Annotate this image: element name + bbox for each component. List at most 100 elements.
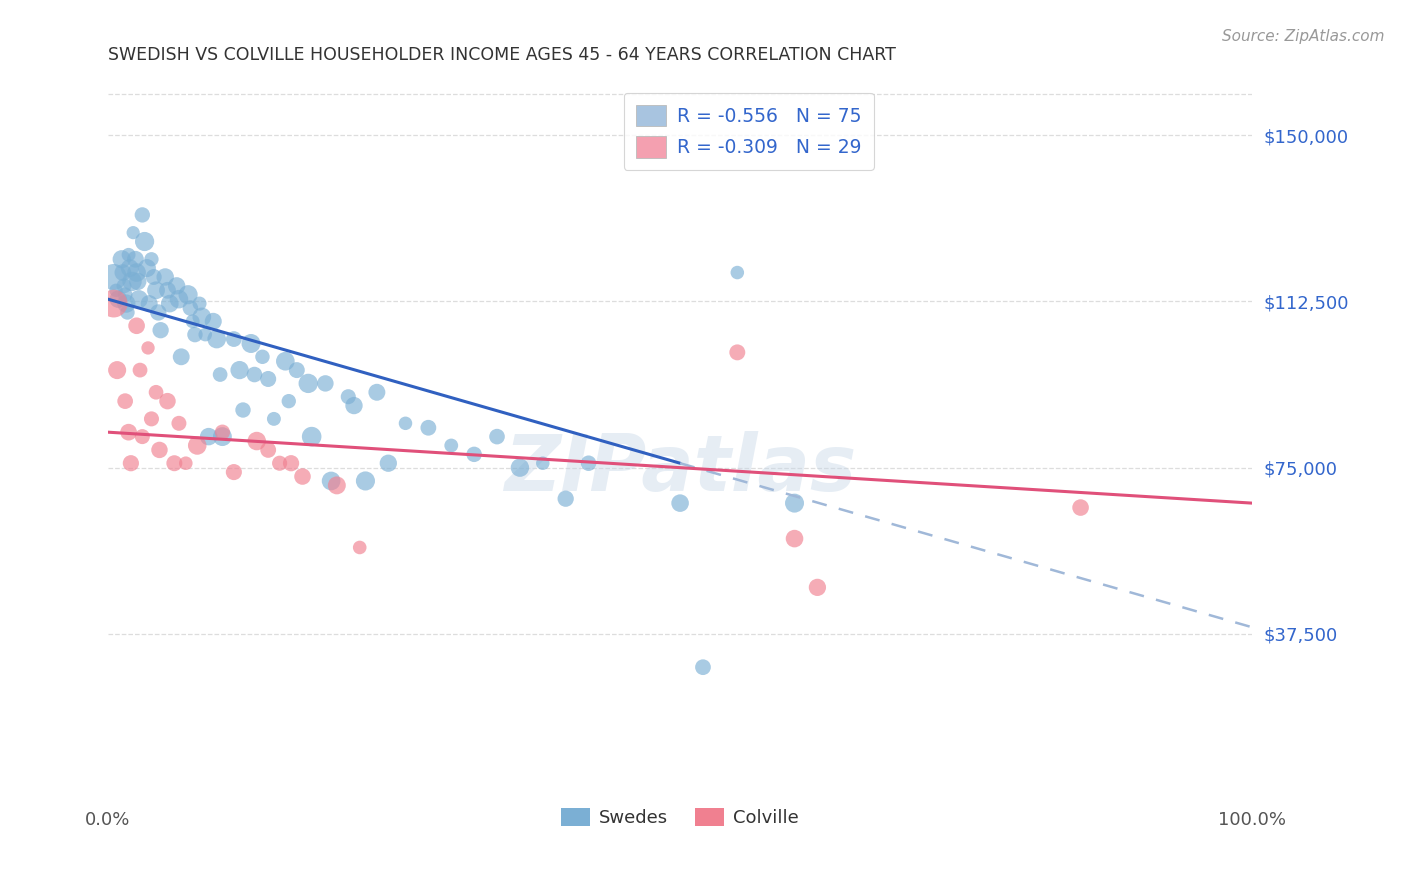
Point xyxy=(166,278,188,293)
Point xyxy=(222,332,245,346)
Point xyxy=(319,474,342,488)
Point xyxy=(170,350,193,364)
Point xyxy=(669,496,692,510)
Point xyxy=(486,429,509,443)
Point xyxy=(191,310,214,324)
Point xyxy=(121,274,143,288)
Point xyxy=(129,363,152,377)
Point xyxy=(692,660,714,674)
Point xyxy=(120,456,142,470)
Point xyxy=(194,327,217,342)
Point xyxy=(105,283,128,297)
Point xyxy=(184,327,207,342)
Text: ZIPatlas: ZIPatlas xyxy=(503,431,856,507)
Point xyxy=(209,368,232,382)
Point xyxy=(111,252,134,267)
Point xyxy=(366,385,388,400)
Point xyxy=(124,252,146,267)
Point xyxy=(131,208,153,222)
Point xyxy=(197,429,219,443)
Point xyxy=(103,296,125,310)
Point xyxy=(252,350,274,364)
Point xyxy=(232,403,254,417)
Point xyxy=(145,385,167,400)
Point xyxy=(127,274,149,288)
Point xyxy=(463,447,485,461)
Point xyxy=(148,442,170,457)
Point xyxy=(222,465,245,479)
Point xyxy=(115,296,138,310)
Point xyxy=(418,421,440,435)
Point xyxy=(240,336,263,351)
Point xyxy=(145,283,167,297)
Point xyxy=(181,314,204,328)
Point xyxy=(326,478,349,492)
Point xyxy=(135,261,157,276)
Point xyxy=(131,429,153,443)
Point xyxy=(125,318,148,333)
Point xyxy=(202,314,225,328)
Point xyxy=(725,266,748,280)
Point xyxy=(280,456,302,470)
Point xyxy=(269,456,291,470)
Point xyxy=(243,368,266,382)
Point xyxy=(128,292,150,306)
Point xyxy=(725,345,748,359)
Point xyxy=(1070,500,1092,515)
Point xyxy=(177,287,200,301)
Point xyxy=(354,474,377,488)
Legend: Swedes, Colville: Swedes, Colville xyxy=(554,801,806,834)
Point xyxy=(297,376,319,391)
Point xyxy=(117,305,139,319)
Point xyxy=(142,270,165,285)
Point xyxy=(136,341,159,355)
Point xyxy=(257,442,280,457)
Point xyxy=(114,287,136,301)
Point xyxy=(440,438,463,452)
Point xyxy=(337,390,360,404)
Point xyxy=(153,270,176,285)
Text: Source: ZipAtlas.com: Source: ZipAtlas.com xyxy=(1222,29,1385,44)
Point xyxy=(107,292,129,306)
Point xyxy=(138,296,160,310)
Point xyxy=(114,394,136,409)
Point xyxy=(343,399,366,413)
Point xyxy=(349,541,371,555)
Point xyxy=(125,266,148,280)
Point xyxy=(806,580,828,594)
Point xyxy=(156,283,179,297)
Point xyxy=(301,429,323,443)
Point xyxy=(117,425,139,440)
Point xyxy=(211,425,233,440)
Point xyxy=(163,456,186,470)
Point xyxy=(263,412,285,426)
Point xyxy=(112,278,135,293)
Point xyxy=(105,363,128,377)
Point xyxy=(509,460,531,475)
Point xyxy=(167,417,190,431)
Point xyxy=(111,266,134,280)
Point xyxy=(148,305,170,319)
Point xyxy=(205,332,228,346)
Point xyxy=(314,376,336,391)
Point xyxy=(783,496,806,510)
Point xyxy=(211,429,233,443)
Point xyxy=(578,456,600,470)
Point xyxy=(188,296,211,310)
Point xyxy=(394,417,416,431)
Point xyxy=(103,270,125,285)
Point xyxy=(285,363,308,377)
Point xyxy=(118,261,141,276)
Point xyxy=(141,412,163,426)
Point xyxy=(377,456,399,470)
Point xyxy=(246,434,269,448)
Point xyxy=(228,363,250,377)
Point xyxy=(291,469,314,483)
Point xyxy=(257,372,280,386)
Point xyxy=(186,438,208,452)
Point xyxy=(179,301,201,315)
Point xyxy=(134,235,156,249)
Point xyxy=(783,532,806,546)
Point xyxy=(554,491,576,506)
Point xyxy=(141,252,163,267)
